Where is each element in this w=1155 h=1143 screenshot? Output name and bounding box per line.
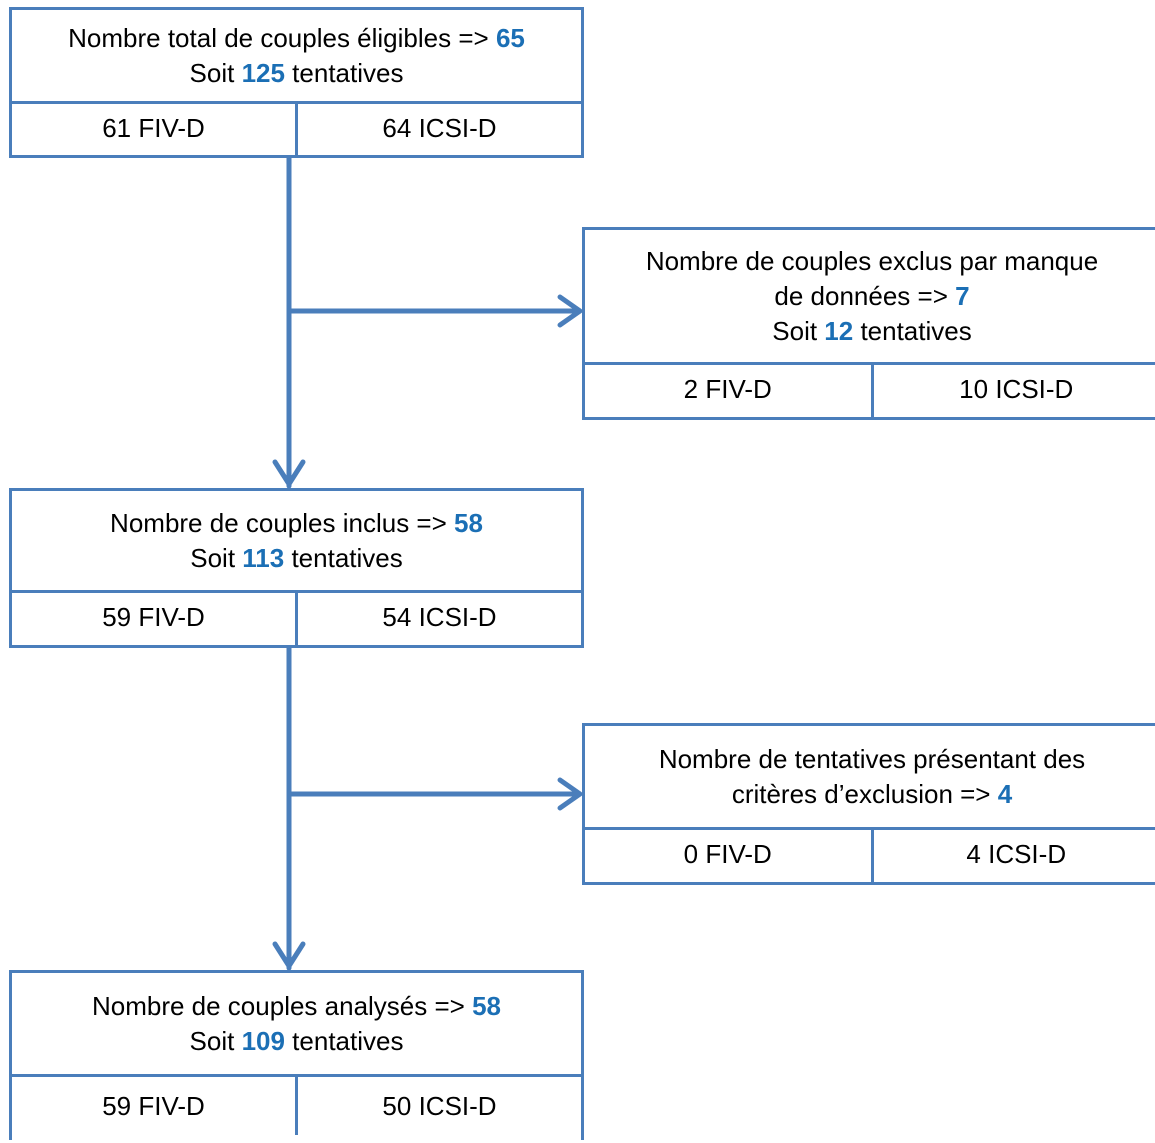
analysed-attempts-count: 109 bbox=[242, 1026, 285, 1056]
excluded-couples-count: 7 bbox=[955, 281, 969, 311]
analysed-attempts-suffix: tentatives bbox=[285, 1026, 404, 1056]
eligible-couples-line: Nombre total de couples éligibles => 65 bbox=[68, 21, 525, 56]
included-couples-count: 58 bbox=[454, 508, 483, 538]
exclusion-criteria-split: 0 FIV-D 4 ICSI-D bbox=[585, 827, 1155, 882]
analysed-icsi-d: 50 ICSI-D bbox=[295, 1077, 581, 1135]
excluded-couples-line: de données => 7 bbox=[774, 279, 969, 314]
eligible-attempts-prefix: Soit bbox=[190, 58, 242, 88]
analysed-fiv-d: 59 FIV-D bbox=[12, 1077, 295, 1135]
excluded-fiv-d: 2 FIV-D bbox=[585, 362, 871, 417]
included-attempts-line: Soit 113 tentatives bbox=[190, 541, 403, 576]
excluded-icsi-d: 10 ICSI-D bbox=[871, 362, 1155, 417]
included-couples-header: Nombre de couples inclus => 58 Soit 113 … bbox=[12, 491, 581, 593]
eligible-couples-label: Nombre total de couples éligibles => bbox=[68, 23, 496, 53]
exclusion-criteria-line: critères d’exclusion => 4 bbox=[732, 777, 1012, 812]
analysed-couples-count: 58 bbox=[472, 991, 501, 1021]
included-icsi-d: 54 ICSI-D bbox=[295, 590, 581, 645]
analysed-attempts-prefix: Soit bbox=[190, 1026, 242, 1056]
included-attempts-prefix: Soit bbox=[190, 543, 242, 573]
included-couples-box: Nombre de couples inclus => 58 Soit 113 … bbox=[9, 488, 584, 648]
included-couples-line: Nombre de couples inclus => 58 bbox=[110, 506, 483, 541]
eligible-split: 61 FIV-D 64 ICSI-D bbox=[12, 101, 581, 155]
analysed-couples-box: Nombre de couples analysés => 58 Soit 10… bbox=[9, 970, 584, 1140]
exclusion-fiv-d: 0 FIV-D bbox=[585, 827, 871, 882]
exclusion-criteria-count: 4 bbox=[998, 779, 1012, 809]
excluded-attempts-suffix: tentatives bbox=[853, 316, 972, 346]
eligible-couples-header: Nombre total de couples éligibles => 65 … bbox=[12, 10, 581, 104]
eligible-couples-box: Nombre total de couples éligibles => 65 … bbox=[9, 7, 584, 158]
included-attempts-count: 113 bbox=[242, 543, 284, 573]
excluded-missing-data-header: Nombre de couples exclus par manque de d… bbox=[585, 230, 1155, 365]
analysed-couples-header: Nombre de couples analysés => 58 Soit 10… bbox=[12, 973, 581, 1077]
included-couples-label: Nombre de couples inclus => bbox=[110, 508, 454, 538]
exclusion-criteria-label: Nombre de tentatives présentant des bbox=[659, 742, 1085, 777]
analysed-attempts-line: Soit 109 tentatives bbox=[190, 1024, 404, 1059]
eligible-attempts-count: 125 bbox=[242, 58, 285, 88]
excluded-split: 2 FIV-D 10 ICSI-D bbox=[585, 362, 1155, 417]
excluded-couples-label: de données => bbox=[774, 281, 955, 311]
excluded-attempts-prefix: Soit bbox=[772, 316, 824, 346]
exclusion-criteria-box: Nombre de tentatives présentant des crit… bbox=[582, 723, 1155, 885]
excluded-missing-data-label: Nombre de couples exclus par manque bbox=[646, 244, 1098, 279]
eligible-attempts-suffix: tentatives bbox=[285, 58, 404, 88]
excluded-missing-data-box: Nombre de couples exclus par manque de d… bbox=[582, 227, 1155, 420]
included-fiv-d: 59 FIV-D bbox=[12, 590, 295, 645]
eligible-fiv-d: 61 FIV-D bbox=[12, 101, 295, 155]
exclusion-icsi-d: 4 ICSI-D bbox=[871, 827, 1155, 882]
eligible-icsi-d: 64 ICSI-D bbox=[295, 101, 581, 155]
included-split: 59 FIV-D 54 ICSI-D bbox=[12, 590, 581, 645]
analysed-couples-label: Nombre de couples analysés => bbox=[92, 991, 472, 1021]
eligible-attempts-line: Soit 125 tentatives bbox=[190, 56, 404, 91]
exclusion-criteria-label-2: critères d’exclusion => bbox=[732, 779, 998, 809]
included-attempts-suffix: tentatives bbox=[284, 543, 403, 573]
eligible-couples-count: 65 bbox=[496, 23, 525, 53]
excluded-attempts-line: Soit 12 tentatives bbox=[772, 314, 971, 349]
analysed-split: 59 FIV-D 50 ICSI-D bbox=[12, 1077, 581, 1143]
excluded-attempts-count: 12 bbox=[824, 316, 853, 346]
exclusion-criteria-header: Nombre de tentatives présentant des crit… bbox=[585, 726, 1155, 830]
analysed-couples-line: Nombre de couples analysés => 58 bbox=[92, 989, 501, 1024]
